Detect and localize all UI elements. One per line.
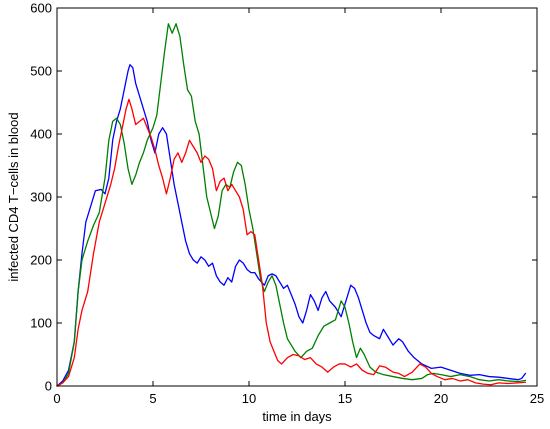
y-tick-label: 0 — [45, 379, 52, 394]
y-tick-label: 500 — [30, 64, 52, 79]
series-line-1 — [56, 64, 527, 387]
plot-frame — [56, 7, 538, 387]
x-axis-label: time in days — [262, 409, 332, 424]
x-tick-label: 15 — [338, 391, 352, 406]
x-tick-label: 10 — [242, 391, 256, 406]
x-tick-label: 20 — [434, 391, 448, 406]
y-tick-label: 300 — [30, 190, 52, 205]
x-tick-label: 25 — [530, 391, 544, 406]
x-tick-label: 5 — [149, 391, 156, 406]
y-axis-label: infected CD4 T−cells in blood — [6, 112, 21, 281]
series-line-3 — [56, 98, 527, 387]
series-layer — [56, 23, 527, 387]
y-tick-label: 400 — [30, 127, 52, 142]
series-line-2 — [56, 23, 527, 387]
y-tick-label: 100 — [30, 316, 52, 331]
y-tick-label: 600 — [30, 1, 52, 16]
y-tick-label: 200 — [30, 253, 52, 268]
ticks-layer: 0 5 10 15 20 25 0 100 200 300 400 500 600 — [30, 1, 544, 407]
x-tick-label: 0 — [53, 391, 60, 406]
